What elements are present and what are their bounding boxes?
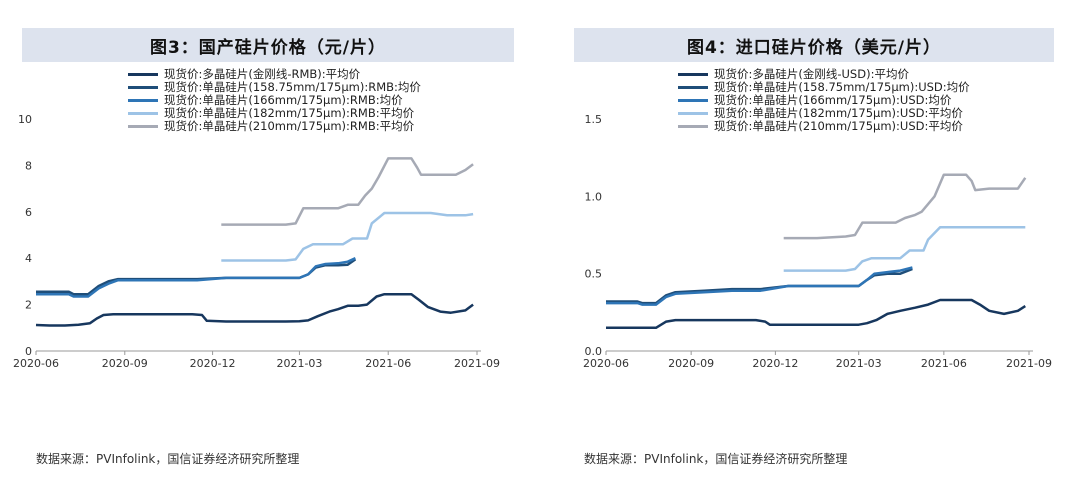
legend-swatch <box>678 125 708 128</box>
legend-label: 现货价:多晶硅片(金刚线-RMB):平均价 <box>164 67 361 81</box>
legend-item: 现货价:单晶硅片(158.75mm/175μm):RMB:均价 <box>128 81 421 94</box>
chart-panel-import: 图4：进口硅片价格（美元/片） 现货价:多晶硅片(金刚线-USD):平均价 现货… <box>540 0 1080 492</box>
legend-label: 现货价:单晶硅片(158.75mm/175μm):USD:均价 <box>714 80 970 94</box>
x-tick-label: 2020-06 <box>13 357 59 370</box>
series-line-2 <box>36 257 356 298</box>
legend-item: 现货价:单晶硅片(182mm/175μm):USD:平均价 <box>678 107 970 120</box>
legend-swatch <box>128 99 158 102</box>
legend-swatch <box>128 112 158 115</box>
chart-title: 图3：国产硅片价格（元/片） <box>149 37 387 58</box>
legend-item: 现货价:单晶硅片(210mm/175μm):RMB:平均价 <box>128 120 421 133</box>
legend-item: 现货价:多晶硅片(金刚线-USD):平均价 <box>678 68 970 81</box>
legend-swatch <box>678 99 708 102</box>
legend-label: 现货价:单晶硅片(210mm/175μm):RMB:平均价 <box>164 119 415 133</box>
x-tick-label: 2020-12 <box>190 357 236 370</box>
series-line-0 <box>606 298 1026 330</box>
chart-title-bar: 图4：进口硅片价格（美元/片） <box>574 28 1054 62</box>
series-line-2 <box>606 266 913 306</box>
source-note: 数据来源：PVInfolink，国信证券经济研究所整理 <box>36 452 300 466</box>
x-tick-label: 2021-06 <box>921 357 967 370</box>
legend-label: 现货价:单晶硅片(166mm/175μm):USD:均价 <box>714 93 952 107</box>
legend-item: 现货价:多晶硅片(金刚线-RMB):平均价 <box>128 68 421 81</box>
x-tick-label: 2021-03 <box>276 357 322 370</box>
x-tick-label: 2020-06 <box>583 357 629 370</box>
y-tick-label: 0.0 <box>585 345 603 358</box>
x-tick-label: 2021-06 <box>365 357 411 370</box>
y-tick-label: 8 <box>25 159 32 172</box>
series-line-0 <box>35 292 474 327</box>
legend-swatch <box>678 86 708 89</box>
x-tick-label: 2021-09 <box>1006 357 1052 370</box>
legend-swatch <box>128 86 158 89</box>
legend-item: 现货价:单晶硅片(166mm/175μm):USD:均价 <box>678 94 970 107</box>
series-line-4 <box>221 157 474 226</box>
legend-label: 现货价:单晶硅片(158.75mm/175μm):RMB:均价 <box>164 80 421 94</box>
legend-swatch <box>678 112 708 115</box>
y-tick-label: 1.0 <box>585 190 603 203</box>
series-line-4 <box>783 173 1027 240</box>
series-line-1 <box>36 258 357 296</box>
y-tick-label: 0.5 <box>585 268 603 281</box>
x-tick-label: 2020-12 <box>752 357 798 370</box>
y-tick-label: 2 <box>25 299 32 312</box>
legend-item: 现货价:单晶硅片(210mm/175μm):USD:平均价 <box>678 120 970 133</box>
chart-legend: 现货价:多晶硅片(金刚线-RMB):平均价 现货价:单晶硅片(158.75mm/… <box>128 68 421 133</box>
legend-swatch <box>678 73 708 76</box>
series-line-3 <box>221 211 474 262</box>
legend-item: 现货价:单晶硅片(158.75mm/175μm):USD:均价 <box>678 81 970 94</box>
legend-swatch <box>128 125 158 128</box>
chart-plot: 2020-06 2020-09 2020-12 2021-03 2021-06 2021-… <box>583 113 1052 370</box>
y-tick-label: 1.5 <box>585 113 603 126</box>
legend-swatch <box>128 73 158 76</box>
legend-label: 现货价:单晶硅片(182mm/175μm):USD:平均价 <box>714 106 963 120</box>
chart-plot: 2020-06 2020-09 2020-12 2021-03 2021-06 2021-… <box>13 113 500 370</box>
y-tick-label: 4 <box>25 252 32 265</box>
chart-legend: 现货价:多晶硅片(金刚线-USD):平均价 现货价:单晶硅片(158.75mm/… <box>678 68 970 133</box>
legend-item: 现货价:单晶硅片(166mm/175μm):RMB:均价 <box>128 94 421 107</box>
chart-panel-domestic: 图3：国产硅片价格（元/片） 现货价:多晶硅片(金刚线-RMB):平均价 现货价… <box>13 28 514 466</box>
legend-label: 现货价:单晶硅片(166mm/175μm):RMB:均价 <box>164 93 403 107</box>
x-tick-label: 2021-03 <box>836 357 882 370</box>
y-tick-label: 6 <box>25 206 32 219</box>
legend-label: 现货价:单晶硅片(182mm/175μm):RMB:平均价 <box>164 106 415 120</box>
y-tick-label: 10 <box>18 113 32 126</box>
y-tick-label: 0 <box>25 345 32 358</box>
chart-title-bar: 图3：国产硅片价格（元/片） <box>22 28 514 62</box>
x-tick-label: 2020-09 <box>668 357 714 370</box>
x-tick-label: 2021-09 <box>454 357 500 370</box>
series-line-1 <box>606 267 913 305</box>
legend-label: 现货价:单晶硅片(210mm/175μm):USD:平均价 <box>714 119 963 133</box>
legend-label: 现货价:多晶硅片(金刚线-USD):平均价 <box>714 67 909 81</box>
source-note: 数据来源：PVInfolink，国信证券经济研究所整理 <box>584 452 848 466</box>
series-line-3 <box>783 226 1026 272</box>
chart-title: 图4：进口硅片价格（美元/片） <box>686 37 942 58</box>
x-tick-label: 2020-09 <box>102 357 148 370</box>
legend-item: 现货价:单晶硅片(182mm/175μm):RMB:平均价 <box>128 107 421 120</box>
